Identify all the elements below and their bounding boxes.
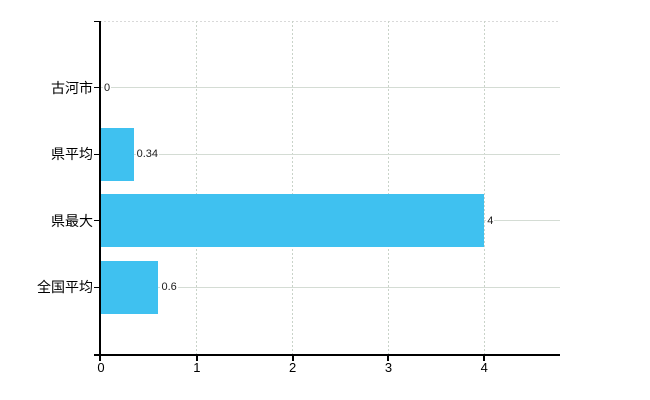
value-label: 0.34 [135, 147, 159, 162]
x-tick-label: 0 [97, 360, 105, 375]
y-axis-tick [94, 286, 99, 288]
bar [101, 260, 159, 314]
vertical-gridline [196, 21, 198, 354]
vertical-gridline [387, 21, 389, 354]
category-label: 県最大 [51, 212, 93, 229]
x-tick-label: 2 [289, 360, 297, 375]
y-axis-line [99, 21, 101, 361]
bar [101, 127, 134, 181]
x-tick-label: 4 [480, 360, 488, 375]
category-label: 古河市 [51, 79, 93, 96]
vertical-gridline [292, 21, 294, 354]
category-label: 全国平均 [37, 279, 93, 296]
x-axis-line [94, 354, 560, 356]
plot-area: 0 0.34 4 0.6 [94, 21, 560, 361]
x-axis-tick [483, 356, 486, 361]
bar [101, 194, 485, 248]
y-axis-end-tick [94, 21, 99, 22]
category-label: 県平均 [51, 146, 93, 163]
y-axis-tick [94, 87, 99, 89]
plot-top-border [100, 21, 560, 22]
x-axis-tick [387, 356, 390, 361]
value-label: 4 [486, 213, 495, 228]
horizontal-gridline [100, 153, 560, 155]
x-axis-tick [195, 356, 198, 361]
x-axis-tick [291, 356, 294, 361]
y-axis-tick [94, 153, 99, 155]
vertical-gridline [483, 21, 485, 354]
horizontal-gridline [100, 286, 560, 288]
value-label: 0 [103, 80, 112, 95]
y-axis-tick [94, 220, 99, 222]
value-label: 0.6 [160, 280, 178, 295]
horizontal-gridline [100, 87, 560, 89]
x-tick-label: 3 [384, 360, 393, 375]
x-tick-label: 1 [193, 360, 201, 375]
